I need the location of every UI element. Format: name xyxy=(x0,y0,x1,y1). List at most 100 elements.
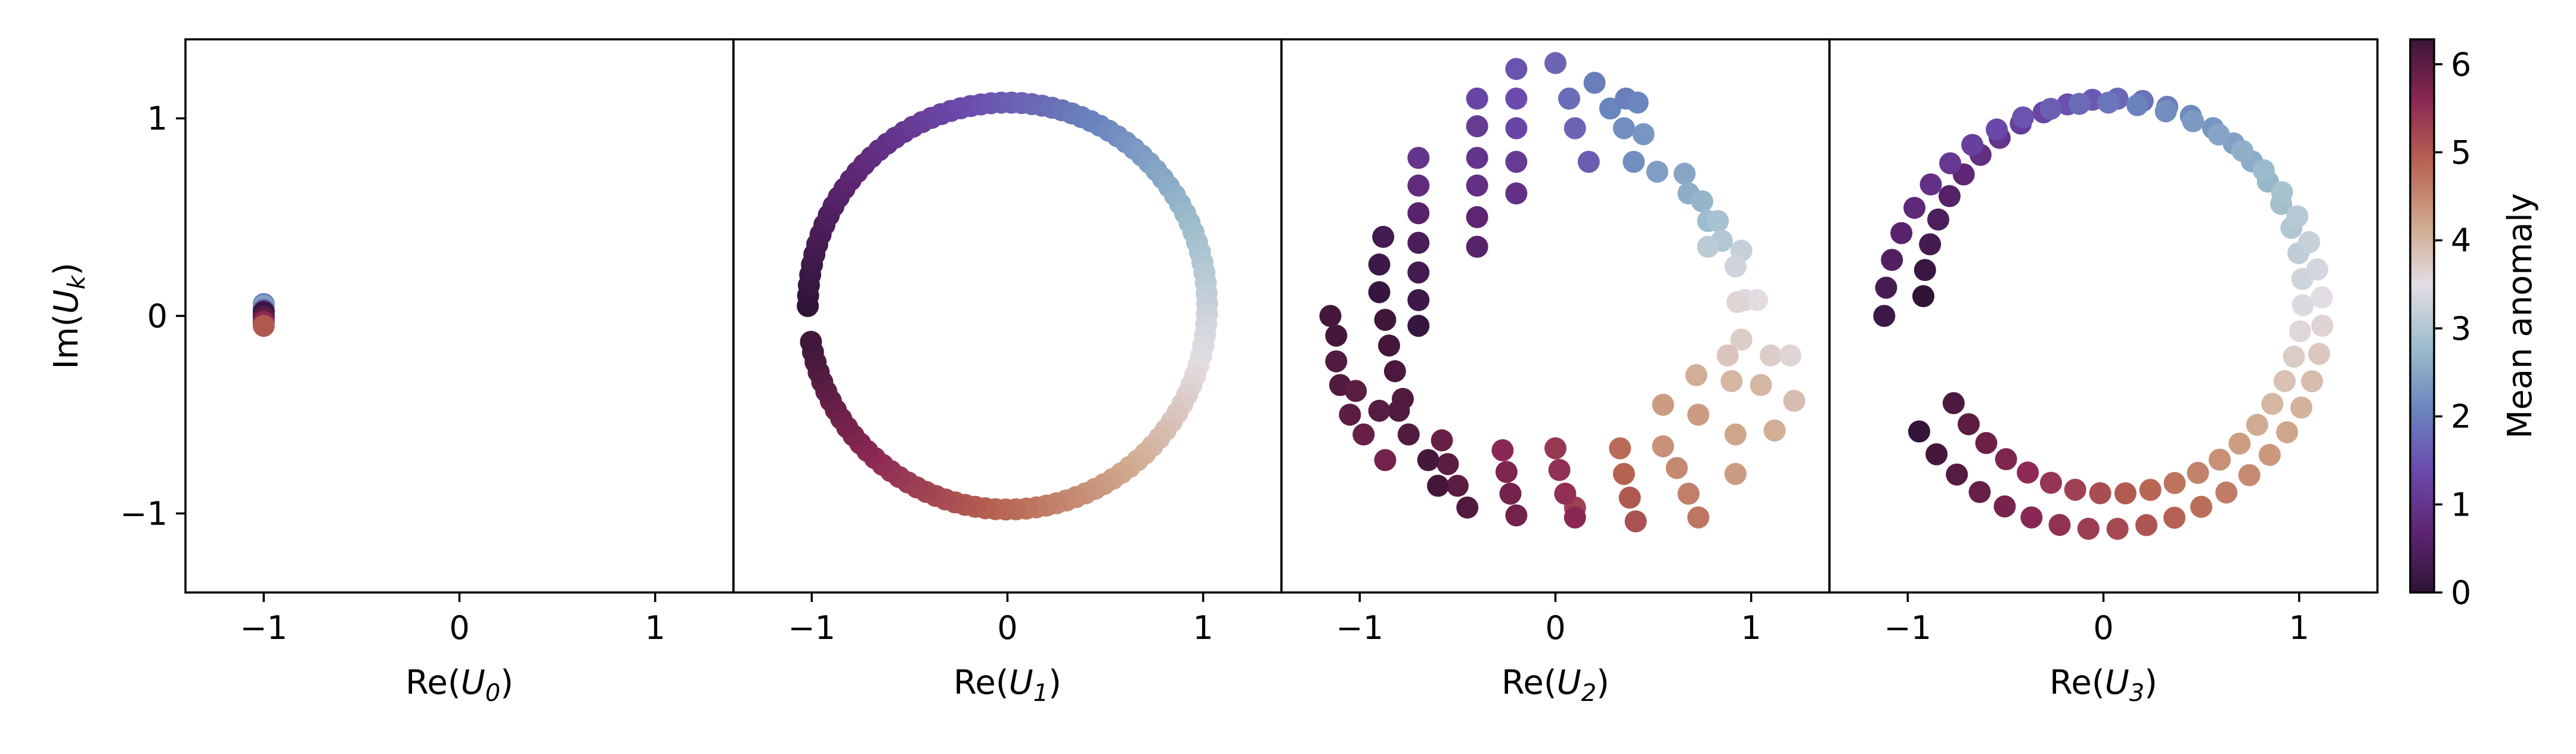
data-point xyxy=(2068,92,2091,115)
y-tick-label: −1 xyxy=(120,495,168,532)
data-point xyxy=(1665,457,1688,479)
data-point xyxy=(2154,100,2177,123)
colorbar-tick-label: 0 xyxy=(2451,574,2471,612)
data-point xyxy=(1374,449,1397,471)
data-point xyxy=(1687,506,1710,529)
data-point xyxy=(1563,506,1586,529)
data-point xyxy=(1407,231,1430,254)
data-point xyxy=(2273,370,2296,392)
data-point xyxy=(1407,202,1430,225)
data-point xyxy=(2298,231,2320,253)
data-point xyxy=(1975,432,1998,454)
data-point xyxy=(1783,390,1806,412)
panel-frame xyxy=(1828,38,2379,594)
data-point xyxy=(1407,315,1430,337)
data-point xyxy=(1919,173,1942,196)
data-point xyxy=(1724,255,1747,278)
data-point xyxy=(1938,185,1961,207)
data-point xyxy=(2020,506,2043,529)
data-point xyxy=(2048,514,2071,536)
data-point xyxy=(1548,459,1571,481)
data-point xyxy=(1914,259,1936,281)
data-point xyxy=(1873,305,1896,327)
data-point xyxy=(1946,463,1968,486)
data-point xyxy=(1890,222,1913,244)
data-point xyxy=(1677,482,1700,505)
data-point xyxy=(2039,98,2062,120)
data-point xyxy=(1544,437,1566,460)
x-tick-label: 0 xyxy=(997,609,1017,647)
data-point xyxy=(2292,294,2314,317)
data-point xyxy=(1919,233,1942,256)
data-point xyxy=(1746,289,1769,311)
data-point xyxy=(1417,449,1439,471)
x-tick-label: 0 xyxy=(1545,609,1565,647)
data-point xyxy=(1407,174,1430,197)
x-axis-label: Re(U2) xyxy=(1501,663,1609,707)
data-point xyxy=(1763,419,1786,442)
x-axis-label: Re(U0) xyxy=(405,663,513,707)
data-point xyxy=(2311,286,2333,309)
data-point xyxy=(1392,387,1414,410)
data-point xyxy=(2215,481,2238,504)
panel-2: −1 0 1 Re(U2) xyxy=(1280,38,1831,707)
data-point xyxy=(1339,404,1361,426)
data-point xyxy=(1505,504,1528,527)
x-tick-label: −1 xyxy=(788,609,835,647)
data-point xyxy=(2163,471,2186,494)
data-point xyxy=(2017,461,2039,484)
x-tick-label: 1 xyxy=(2289,609,2309,647)
data-point xyxy=(2064,479,2086,501)
data-point xyxy=(1993,495,2016,518)
data-point xyxy=(1720,370,1743,392)
colorbar-tick-label: 4 xyxy=(2451,222,2471,259)
data-point xyxy=(1968,481,1991,503)
data-point xyxy=(1908,420,1930,443)
data-point xyxy=(1724,463,1747,485)
data-point xyxy=(1875,277,1897,299)
x-axis-label: Re(U1) xyxy=(953,663,1061,707)
data-point xyxy=(1446,474,1469,497)
data-point xyxy=(1505,87,1528,110)
data-point xyxy=(1456,497,1479,519)
data-point xyxy=(1716,344,1739,367)
x-tick-label: 1 xyxy=(1193,609,1213,647)
data-point xyxy=(1436,453,1459,476)
data-point xyxy=(1563,117,1586,139)
x-tick-label: 0 xyxy=(449,609,469,647)
data-point xyxy=(2238,464,2261,486)
data-point xyxy=(1881,249,1903,271)
data-point xyxy=(1325,350,1348,373)
data-point xyxy=(2190,495,2213,518)
data-point xyxy=(1961,134,1984,156)
data-point xyxy=(1652,435,1674,458)
data-point xyxy=(1319,305,1342,327)
data-point xyxy=(1325,324,1348,347)
data-point xyxy=(1612,463,1635,485)
data-point xyxy=(1544,52,1566,75)
colorbar-tick-label: 3 xyxy=(2451,310,2471,347)
data-point xyxy=(2106,517,2129,540)
data-point xyxy=(2308,343,2330,365)
data-point xyxy=(2311,314,2334,337)
data-point xyxy=(1495,461,1518,483)
data-point xyxy=(1466,147,1488,169)
data-point xyxy=(1609,437,1631,460)
data-point xyxy=(1505,151,1528,173)
data-point xyxy=(2089,482,2111,504)
colorbar-label: Mean anomaly xyxy=(2501,193,2540,439)
data-point xyxy=(2258,443,2281,466)
data-point xyxy=(2252,159,2275,182)
data-point xyxy=(1383,360,1406,383)
data-point xyxy=(1697,235,1719,258)
data-point xyxy=(1345,380,1367,402)
data-point xyxy=(1368,253,1391,276)
data-point xyxy=(1958,413,1980,436)
data-point xyxy=(1673,162,1696,185)
data-point xyxy=(1431,429,1453,452)
data-point xyxy=(2126,94,2148,116)
data-point xyxy=(1378,334,1400,357)
data-point xyxy=(1623,151,1645,173)
data-point xyxy=(1691,190,1714,213)
data-point xyxy=(1995,448,2017,470)
